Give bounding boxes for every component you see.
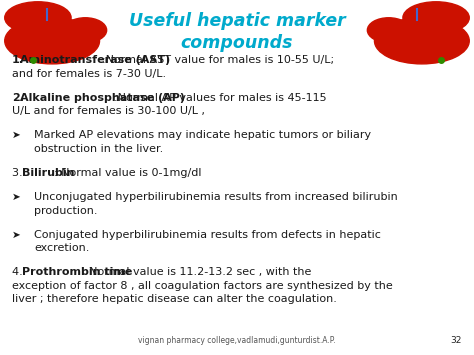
Text: : Normal value is 0-1mg/dl: : Normal value is 0-1mg/dl	[54, 168, 201, 178]
Text: ➤: ➤	[12, 130, 20, 140]
Text: compounds: compounds	[181, 34, 293, 52]
Text: 3.: 3.	[12, 168, 26, 178]
Ellipse shape	[374, 18, 469, 64]
Text: production.: production.	[34, 206, 98, 215]
Ellipse shape	[403, 2, 469, 34]
Text: Bilirubin: Bilirubin	[22, 168, 75, 178]
Ellipse shape	[5, 2, 71, 34]
Text: liver ; therefore hepatic disease can alter the coagulation.: liver ; therefore hepatic disease can al…	[12, 294, 337, 304]
Text: 2.: 2.	[12, 93, 24, 103]
Text: vignan pharmacy college,vadlamudi,gunturdist.A.P.: vignan pharmacy college,vadlamudi,guntur…	[138, 336, 336, 345]
Text: and for females is 7-30 U/L.: and for females is 7-30 U/L.	[12, 69, 166, 78]
Text: :Normal AST value for males is 10-55 U/L;: :Normal AST value for males is 10-55 U/L…	[102, 55, 334, 65]
Text: obstruction in the liver.: obstruction in the liver.	[34, 144, 164, 154]
Text: Useful hepatic marker: Useful hepatic marker	[128, 12, 346, 31]
Text: 1.: 1.	[12, 55, 24, 65]
Text: Alkaline phosphatase (AP): Alkaline phosphatase (AP)	[20, 93, 185, 103]
Text: ➤: ➤	[12, 230, 20, 240]
Text: Conjugated hyperbilirubinemia results from defects in hepatic: Conjugated hyperbilirubinemia results fr…	[34, 230, 381, 240]
Text: Prothrombin time: Prothrombin time	[22, 267, 133, 277]
Text: Unconjugated hyperbilirubinemia results from increased bilirubin: Unconjugated hyperbilirubinemia results …	[34, 192, 398, 202]
Text: Aminotransferase (AST): Aminotransferase (AST)	[20, 55, 171, 65]
Text: 4.: 4.	[12, 267, 26, 277]
Text: : Normal value is 11.2-13.2 sec , with the: : Normal value is 11.2-13.2 sec , with t…	[82, 267, 311, 277]
Text: :Normal AP values for males is 45-115: :Normal AP values for males is 45-115	[114, 93, 327, 103]
Ellipse shape	[5, 18, 100, 64]
Text: 32: 32	[451, 336, 462, 345]
Ellipse shape	[367, 18, 410, 43]
Text: excretion.: excretion.	[34, 243, 90, 253]
Text: exception of factor 8 , all coagulation factors are synthesized by the: exception of factor 8 , all coagulation …	[12, 281, 392, 291]
Text: Marked AP elevations may indicate hepatic tumors or biliary: Marked AP elevations may indicate hepati…	[34, 130, 371, 140]
Text: U/L and for females is 30-100 U/L ,: U/L and for females is 30-100 U/L ,	[12, 106, 205, 116]
Ellipse shape	[64, 18, 107, 43]
Text: ➤: ➤	[12, 192, 20, 202]
